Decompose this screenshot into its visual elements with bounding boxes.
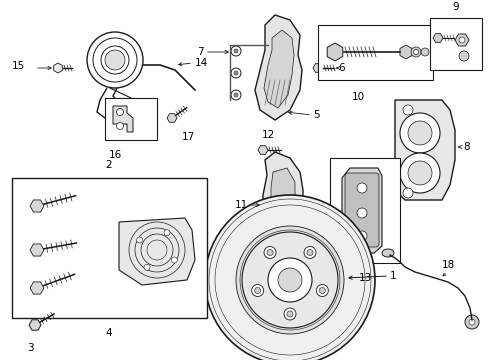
Circle shape [459,37,465,43]
Circle shape [264,247,276,258]
Text: 15: 15 [12,61,25,71]
Circle shape [317,284,328,297]
Text: 17: 17 [182,132,195,142]
Circle shape [267,249,273,256]
Circle shape [400,153,440,193]
Circle shape [252,284,264,297]
Circle shape [234,93,238,97]
Text: 16: 16 [108,150,122,160]
Circle shape [357,208,367,218]
Circle shape [231,68,241,78]
Text: 10: 10 [351,92,365,102]
Circle shape [400,113,440,153]
Circle shape [105,50,125,70]
Text: 14: 14 [195,58,208,68]
Circle shape [403,188,413,198]
Circle shape [144,264,150,270]
Polygon shape [113,106,133,132]
Circle shape [205,195,375,360]
Circle shape [117,122,123,130]
Circle shape [357,183,367,193]
Polygon shape [119,218,195,285]
Polygon shape [107,102,117,114]
Text: 12: 12 [261,130,274,140]
Circle shape [408,121,432,145]
Bar [318,25,433,80]
Polygon shape [263,152,303,250]
Circle shape [234,71,238,75]
Text: 4: 4 [106,328,112,338]
Circle shape [137,237,143,243]
Text: 6: 6 [338,63,344,73]
Text: 1: 1 [390,271,396,281]
Text: 5: 5 [313,110,319,120]
Circle shape [236,226,344,334]
Circle shape [255,288,261,293]
Circle shape [231,46,241,56]
Circle shape [465,315,479,329]
Circle shape [307,249,313,256]
Circle shape [408,161,432,185]
Circle shape [421,48,429,56]
Circle shape [172,257,177,263]
Circle shape [304,247,316,258]
Polygon shape [255,15,302,120]
Text: 3: 3 [26,343,33,353]
Circle shape [268,258,312,302]
Text: 11: 11 [235,200,248,210]
Polygon shape [264,30,294,108]
Circle shape [287,311,293,317]
Circle shape [319,288,325,293]
Bar [430,18,482,70]
Circle shape [117,108,123,116]
Circle shape [469,319,475,325]
Polygon shape [342,168,382,253]
Circle shape [234,49,238,53]
Bar [105,98,157,140]
Ellipse shape [382,249,394,257]
Text: 13: 13 [358,273,371,283]
Circle shape [231,90,241,100]
Polygon shape [395,100,455,200]
Circle shape [403,105,413,115]
Circle shape [164,230,170,236]
Text: 8: 8 [463,142,469,152]
Circle shape [278,268,302,292]
Text: 18: 18 [441,260,455,270]
Bar [12,178,207,318]
Bar [330,158,400,263]
Circle shape [459,51,469,61]
Text: 2: 2 [106,160,112,170]
Polygon shape [271,168,295,236]
Circle shape [242,232,338,328]
Text: 9: 9 [453,2,459,12]
Text: 7: 7 [197,47,204,57]
Circle shape [284,308,296,320]
Circle shape [357,231,367,241]
FancyBboxPatch shape [345,173,379,247]
